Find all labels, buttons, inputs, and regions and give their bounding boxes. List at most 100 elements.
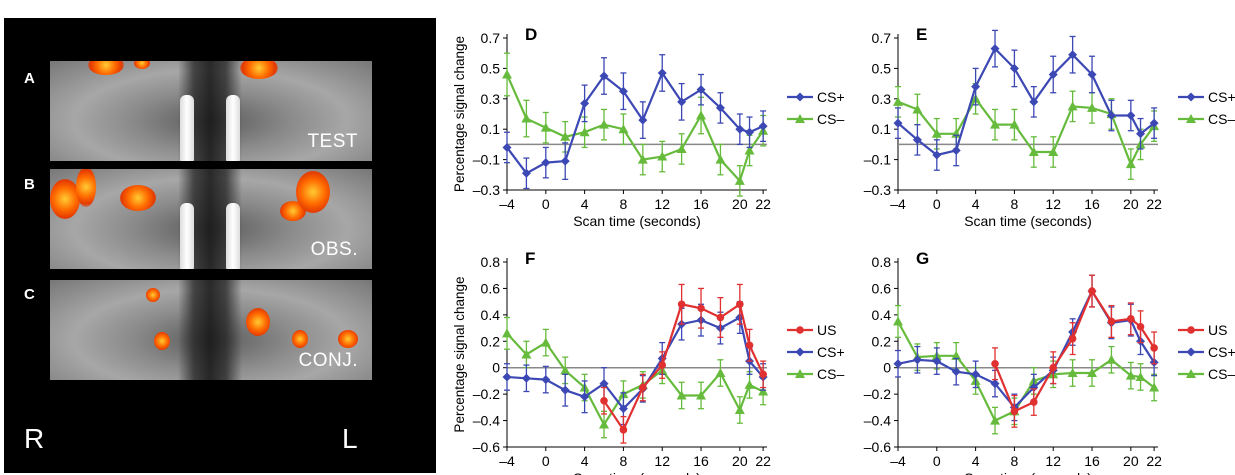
data-point: [1088, 287, 1096, 295]
data-point: [912, 104, 923, 114]
chart-panel-f: –0.6 –0.4 –0.2 0 0.2 0.4 0.6 0.8 –4 0 4 8 12 16 20 22 Sc…: [452, 249, 845, 475]
data-point: [521, 168, 531, 178]
data-point: [1125, 159, 1136, 169]
data-point: [1149, 382, 1160, 392]
data-point: [951, 367, 961, 377]
y-tick-label: 0.8: [481, 254, 501, 270]
data-point: [1029, 383, 1039, 393]
x-tick-label: 8: [1011, 196, 1019, 212]
data-point: [990, 44, 1000, 54]
activation-blob: [120, 185, 156, 211]
legend-entry: US: [1178, 322, 1227, 338]
x-tick-label: –4: [499, 453, 515, 469]
activation-blob: [246, 308, 270, 336]
data-point: [971, 369, 981, 379]
data-point: [1106, 354, 1117, 364]
data-point: [618, 404, 628, 414]
x-tick-label: 22: [755, 453, 771, 469]
data-point: [1067, 368, 1078, 377]
slice-obs: OBS.: [50, 169, 372, 269]
data-point: [1136, 129, 1146, 139]
data-point: [932, 150, 942, 160]
data-point: [600, 396, 608, 405]
legend-marker: [1187, 326, 1195, 334]
data-point: [734, 175, 745, 185]
data-point: [1067, 101, 1078, 111]
x-tick-label: 12: [654, 196, 670, 212]
legend-entry: CS–: [787, 366, 844, 382]
slice-conj: CONJ.: [50, 280, 372, 380]
y-tick-label: 0: [492, 360, 500, 376]
data-point: [1106, 111, 1116, 121]
activation-blob: [50, 179, 80, 219]
data-point: [758, 121, 768, 131]
legend-label: CS+: [817, 89, 845, 105]
data-point: [1049, 363, 1058, 372]
activation-blob: [296, 171, 330, 213]
legend-marker: [795, 369, 805, 378]
x-axis-label: Scan time (seconds): [573, 470, 701, 475]
data-point: [540, 337, 551, 347]
data-point: [715, 103, 725, 113]
data-point: [1068, 50, 1078, 60]
data-point: [521, 349, 532, 359]
legend-entry: CS–: [1178, 111, 1235, 127]
data-point: [912, 355, 922, 365]
panel-letter-b: B: [24, 176, 35, 193]
x-tick-label: 4: [972, 453, 980, 469]
x-tick-label: 0: [933, 196, 941, 212]
data-point: [1136, 322, 1145, 331]
y-tick-label: 0.4: [872, 307, 892, 323]
series-us: [991, 274, 1158, 428]
data-point: [893, 316, 903, 326]
series-cs: [893, 274, 1159, 422]
data-point: [1028, 147, 1039, 156]
panel-letter-c: C: [24, 286, 35, 303]
data-point: [1149, 118, 1159, 128]
data-point: [951, 350, 962, 360]
data-point: [696, 390, 707, 400]
data-point: [502, 142, 512, 152]
data-point: [893, 118, 903, 128]
data-point: [541, 375, 551, 385]
data-point: [637, 154, 648, 164]
x-tick-label: 8: [620, 196, 628, 212]
y-tick-label: –0.3: [473, 182, 500, 198]
y-tick-label: –0.6: [473, 439, 500, 455]
y-tick-label: 0: [883, 360, 891, 376]
data-point: [696, 110, 707, 120]
data-point: [657, 151, 668, 161]
data-point: [521, 113, 532, 123]
data-point: [619, 426, 628, 434]
legend-label: CS–: [1208, 366, 1235, 382]
legend-marker: [795, 114, 805, 123]
activation-blob: [292, 330, 308, 348]
chart-panel-d: –0.3 –0.1 0.1 0.3 0.5 0.7 –4 0 4 8 12 16 20 22 Scan ti…: [452, 25, 845, 229]
y-tick-label: 0.1: [481, 121, 501, 137]
legend-label: CS+: [1208, 89, 1235, 105]
data-point: [990, 379, 1000, 389]
brain-image-panel: A TEST B OBS. C CONJ. R L: [4, 18, 436, 473]
y-tick-label: 0.8: [872, 254, 892, 270]
data-point: [971, 82, 981, 92]
data-point: [541, 158, 551, 168]
y-axis-label: Percentage signal change: [452, 276, 467, 432]
x-tick-label: –4: [890, 453, 906, 469]
data-point: [1068, 334, 1077, 343]
activation-blob: [76, 169, 96, 207]
data-point: [579, 127, 590, 137]
data-point: [1150, 344, 1158, 352]
slice-label-test: TEST: [307, 131, 358, 152]
panel-letter-a: A: [24, 70, 35, 87]
activation-blob: [338, 330, 358, 348]
x-tick-label: 16: [693, 453, 709, 469]
x-tick-label: 0: [542, 196, 550, 212]
data-point: [1087, 102, 1098, 112]
series-cs: [893, 29, 1159, 171]
data-point: [735, 124, 745, 134]
data-point: [618, 86, 628, 96]
legend-marker: [795, 347, 805, 357]
y-tick-label: –0.4: [473, 413, 500, 429]
y-tick-label: 0.3: [872, 91, 892, 107]
